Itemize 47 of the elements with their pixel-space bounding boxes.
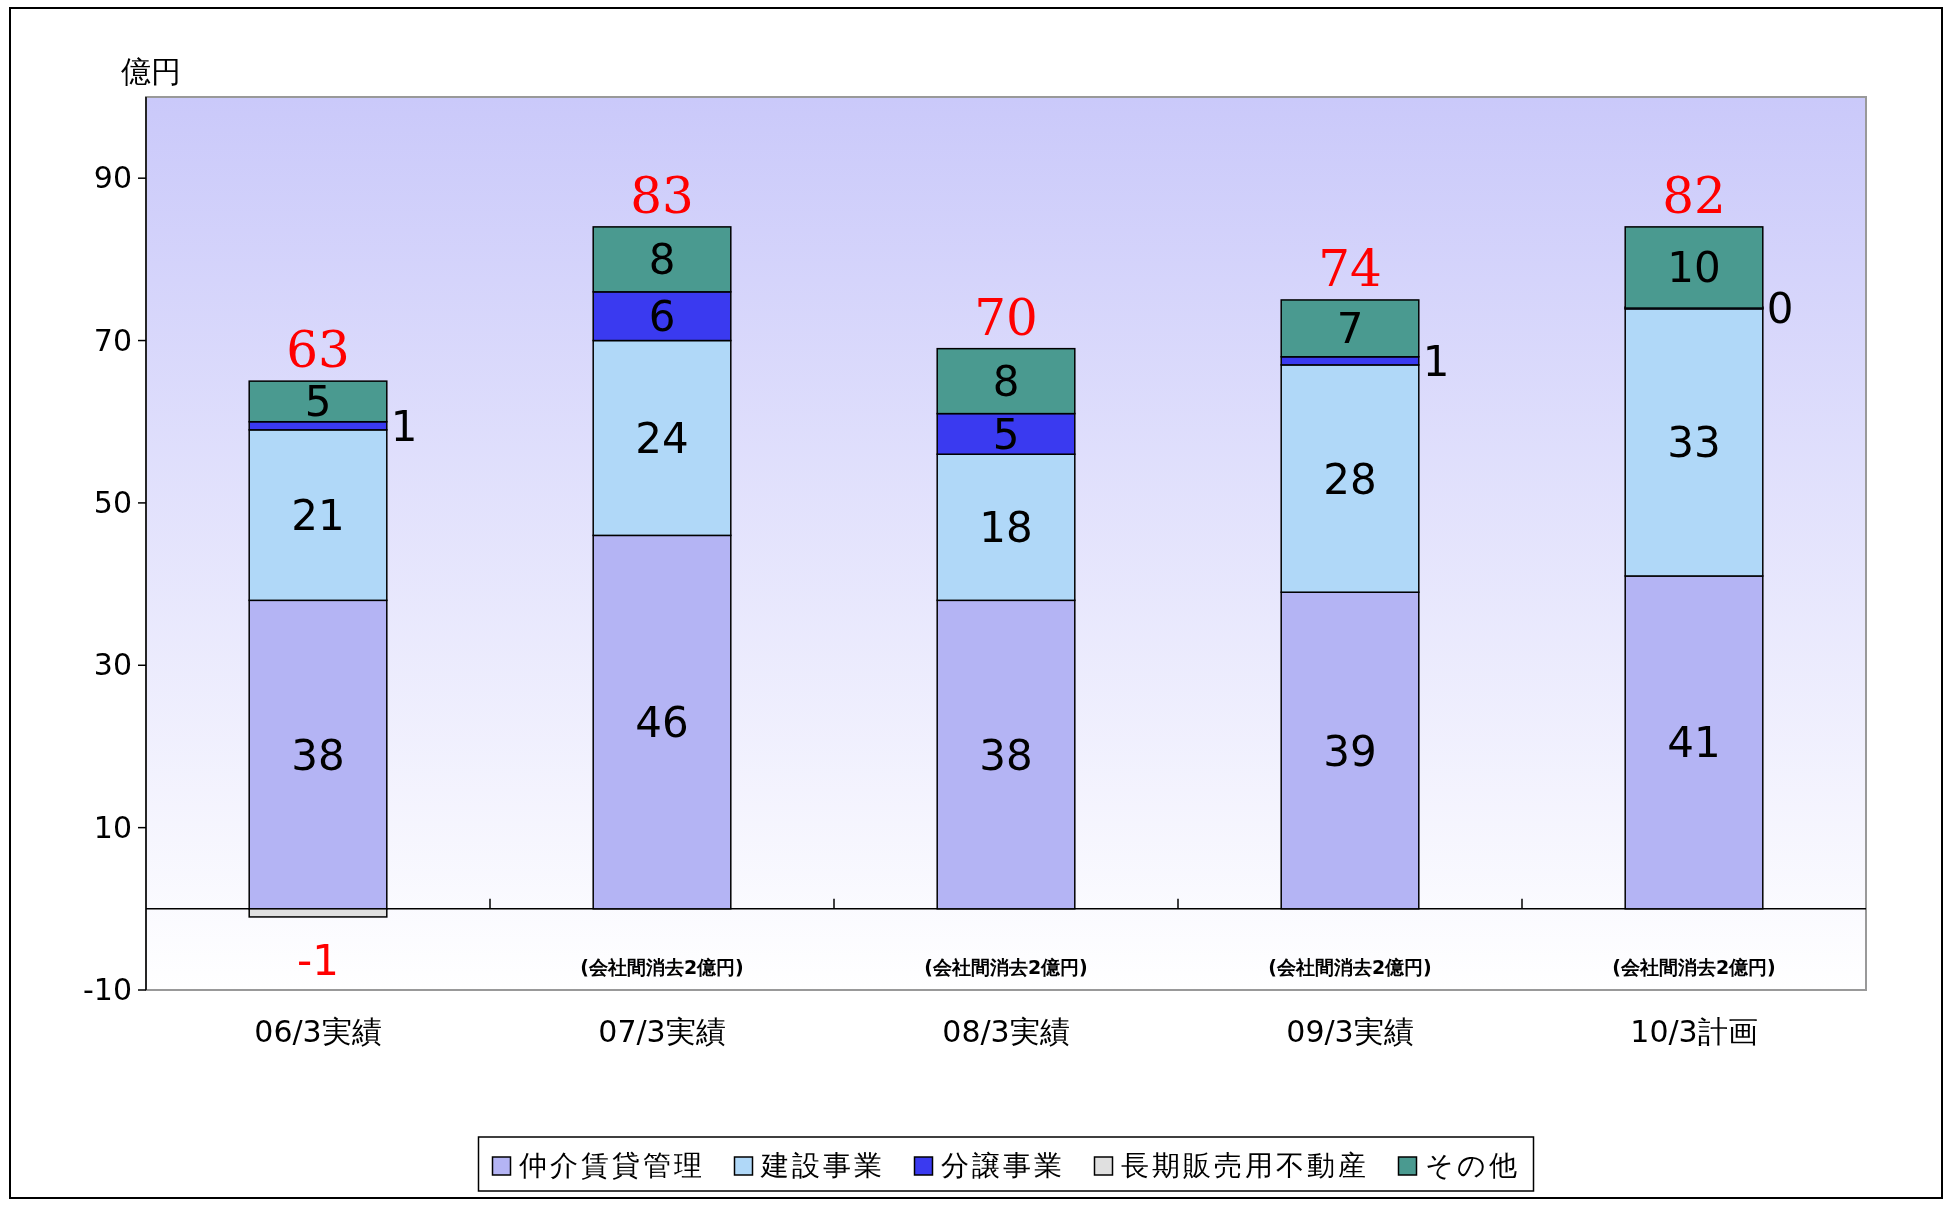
data-label: 7 [1336,304,1364,354]
total-label: 74 [1318,239,1382,298]
y-tick-label: 30 [93,647,132,683]
total-label: 63 [286,321,350,380]
total-label: 83 [630,166,694,225]
data-label: 5 [304,377,332,427]
data-label: 5 [992,409,1020,459]
data-label: 8 [992,357,1020,407]
y-tick-label: 90 [93,160,132,196]
data-label: 1 [390,401,418,451]
x-tick-label: 07/3実績 [598,1014,726,1049]
y-tick-label: 70 [93,322,132,358]
data-label: -1 [297,935,339,985]
legend-label: 長期販売用不動産 [1120,1149,1369,1182]
x-tick-label: 08/3実績 [942,1014,1070,1049]
data-label: 0 [1766,284,1794,334]
x-tick-label: 09/3実績 [1286,1014,1414,1049]
y-tick-label: -10 [83,972,132,1007]
data-label: 39 [1323,726,1377,776]
x-tick-label: 06/3実績 [254,1014,382,1049]
y-tick-label: 50 [93,484,132,520]
annotation: (会社間消去2億円) [924,955,1088,978]
annotation: (会社間消去2億円) [1612,955,1776,978]
data-label: 1 [1422,336,1450,386]
legend-label: 仲介賃貸管理 [518,1149,705,1182]
legend-label: その他 [1424,1149,1520,1182]
x-tick-label: 10/3計画 [1630,1014,1758,1049]
y-tick-label: 10 [93,809,132,845]
data-label: 21 [291,491,345,541]
data-label: 41 [1667,718,1721,768]
total-label: 82 [1662,166,1726,225]
data-label: 8 [648,235,676,285]
legend-label: 建設事業 [759,1149,885,1182]
data-label: 38 [291,730,345,780]
data-label: 28 [1323,454,1377,504]
annotation: (会社間消去2億円) [1268,955,1432,978]
annotation: (会社間消去2億円) [580,955,744,978]
data-label: 33 [1667,418,1721,468]
data-label: 38 [979,730,1033,780]
data-label: 6 [648,292,676,342]
data-label: 10 [1667,243,1721,293]
data-label: 24 [635,413,689,463]
legend-label: 分譲事業 [940,1149,1065,1182]
data-label: 46 [635,698,689,748]
total-label: 70 [974,288,1038,347]
y-axis-title: 億円 [121,54,181,89]
data-label: 18 [979,503,1033,553]
